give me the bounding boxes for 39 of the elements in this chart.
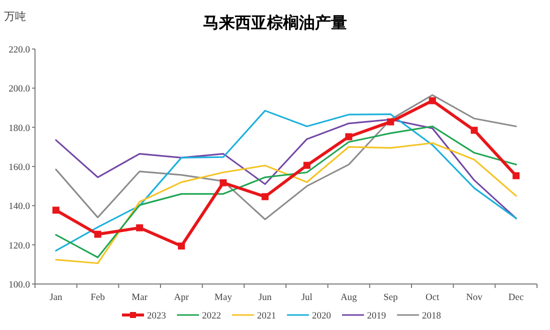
legend-label: 2023 [147,312,166,322]
y-axis-title: 万吨 [4,10,26,23]
point [303,162,310,169]
y-tick-label: 220.0 [8,46,30,56]
y-tick-label: 160.0 [8,163,30,173]
x-tick-label: Feb [90,293,106,303]
x-tick-label: Oct [426,293,440,303]
x-tick-label: Apr [174,293,190,303]
y-tick-label: 140.0 [8,202,30,212]
point [345,133,352,140]
point [470,126,478,134]
point [262,193,269,200]
x-tick-label: Nov [466,293,483,303]
legend-label: 2019 [367,312,386,322]
legend-label: 2022 [202,312,222,322]
y-tick-label: 180.0 [8,124,30,134]
point [178,242,185,250]
point [94,230,102,238]
x-tick-label: Dec [508,293,524,303]
y-tick-label: 200.0 [8,84,30,95]
x-tick-label: Jun [258,293,272,303]
x-tick-label: Aug [340,293,358,303]
y-tick-label: 100.0 [8,280,30,290]
point [220,179,227,186]
x-tick-label: May [214,293,232,303]
x-tick-label: Mar [132,293,148,303]
x-tick-label: Sep [383,293,398,303]
y-tick-label: 120.0 [8,241,30,252]
legend-label: 2020 [312,312,332,322]
chart-title: 马来西亚棕榈油产量 [203,14,347,32]
legend-label: 2021 [257,312,276,322]
point [428,97,436,104]
x-tick-label: Jul [301,293,313,303]
legend-label: 2018 [422,312,442,322]
point [387,118,394,126]
x-tick-label: Jan [50,293,62,303]
point [512,172,520,180]
point [52,206,60,214]
point [136,224,144,232]
